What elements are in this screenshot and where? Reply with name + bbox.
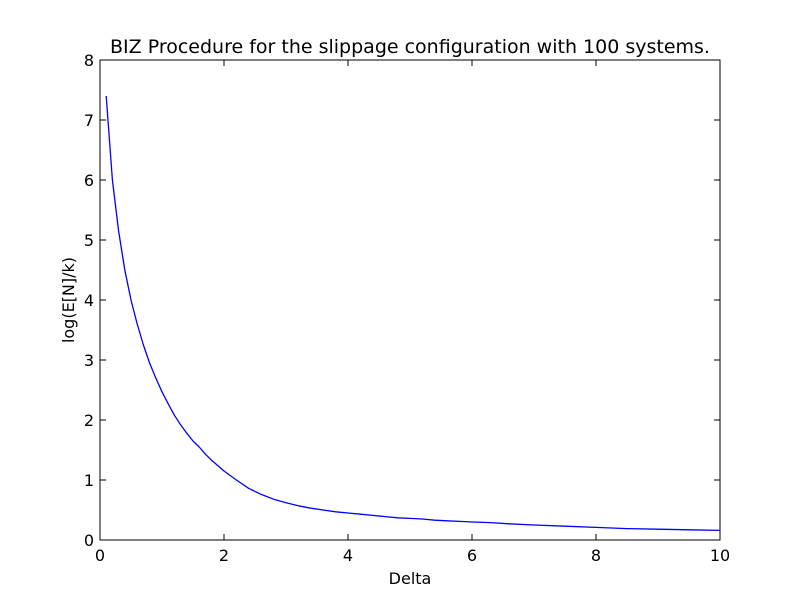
y-tick-label: 6 [84,171,94,190]
series-line-0 [105,95,721,532]
x-axis-title: Delta [389,569,432,588]
axis-ticks: 0 2 4 6 8 10 0 1 2 3 4 5 6 7 8 [84,51,730,565]
y-tick-label: 3 [84,351,94,370]
plot-area [105,95,721,532]
chart-title: BIZ Procedure for the slippage configura… [110,36,710,58]
y-tick-label: 2 [84,411,94,430]
x-tick-label: 4 [343,546,353,565]
y-axis-title: log(E[N]/k) [59,257,78,343]
y-tick-label: 7 [84,111,94,130]
y-tick-label: 8 [84,51,94,70]
x-tick-label: 2 [219,546,229,565]
y-tick-label: 4 [84,291,94,310]
y-tick-label: 5 [84,231,94,250]
plot-frame [99,59,721,541]
y-tick-label: 0 [84,531,94,550]
x-tick-label: 6 [467,546,477,565]
x-tick-label: 10 [710,546,730,565]
x-tick-label: 0 [95,546,105,565]
y-tick-label: 1 [84,471,94,490]
x-tick-label: 8 [591,546,601,565]
